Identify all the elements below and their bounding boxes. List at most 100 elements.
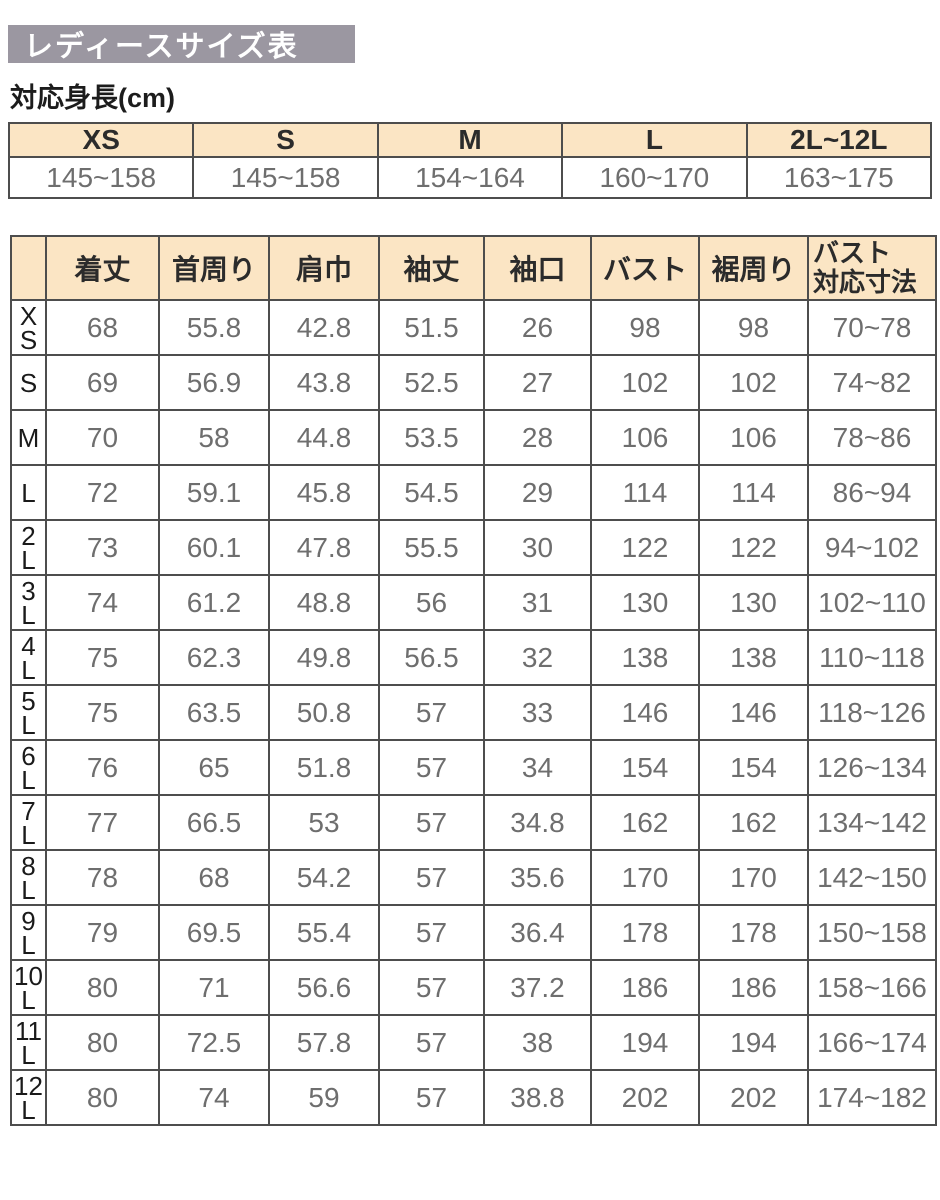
height-table-value-row: 145~158 145~158 154~164 160~170 163~175 (7, 156, 933, 199)
table-cell: 29 (483, 464, 592, 521)
table-cell: 53.5 (378, 409, 485, 466)
table-cell: 102 (590, 354, 700, 411)
table-cell: 36.4 (483, 904, 592, 961)
size-row-label: 11 L (10, 1014, 47, 1071)
table-cell: 74 (45, 574, 160, 631)
table-row: X S 68 55.8 42.8 51.5 26 98 98 70~78 (10, 299, 937, 356)
table-cell: 34.8 (483, 794, 592, 851)
table-cell: 30 (483, 519, 592, 576)
table-cell: 57 (378, 684, 485, 741)
height-table-label: 対応身長(cm) (10, 83, 176, 113)
table-row: 2 L 73 60.1 47.8 55.5 30 122 122 94~102 (10, 519, 937, 576)
height-value-cell: 145~158 (7, 156, 195, 199)
table-cell: 57 (378, 1014, 485, 1071)
table-cell: 55.4 (268, 904, 380, 961)
table-cell: 32 (483, 629, 592, 686)
table-cell: 65 (158, 739, 270, 796)
size-col-header: 着丈 (45, 235, 160, 301)
size-col-header: 肩巾 (268, 235, 380, 301)
table-cell: 59.1 (158, 464, 270, 521)
table-cell: 66.5 (158, 794, 270, 851)
size-row-label: 8 L (10, 849, 47, 906)
table-cell: 54.5 (378, 464, 485, 521)
table-cell: 77 (45, 794, 160, 851)
table-cell: 69.5 (158, 904, 270, 961)
table-cell: 26 (483, 299, 592, 356)
size-row-label: 5 L (10, 684, 47, 741)
table-cell: 75 (45, 629, 160, 686)
table-cell: 202 (698, 1069, 809, 1126)
table-row: 7 L 77 66.5 53 57 34.8 162 162 134~142 (10, 794, 937, 851)
table-cell: 42.8 (268, 299, 380, 356)
table-cell: 78~86 (807, 409, 937, 466)
size-col-header: バスト (590, 235, 700, 301)
table-cell: 68 (158, 849, 270, 906)
table-cell: 57 (378, 739, 485, 796)
table-cell: 86~94 (807, 464, 937, 521)
table-cell: 138 (590, 629, 700, 686)
table-row: S 69 56.9 43.8 52.5 27 102 102 74~82 (10, 354, 937, 411)
table-cell: 98 (590, 299, 700, 356)
table-row: M 70 58 44.8 53.5 28 106 106 78~86 (10, 409, 937, 466)
table-cell: 59 (268, 1069, 380, 1126)
size-row-label: S (10, 354, 47, 411)
size-row-label: X S (10, 299, 47, 356)
table-row: 10 L 80 71 56.6 57 37.2 186 186 158~166 (10, 959, 937, 1016)
table-cell: 154 (590, 739, 700, 796)
size-row-label: 4 L (10, 629, 47, 686)
table-row: L 72 59.1 45.8 54.5 29 114 114 86~94 (10, 464, 937, 521)
table-cell: 38.8 (483, 1069, 592, 1126)
size-row-label: M (10, 409, 47, 466)
table-cell: 47.8 (268, 519, 380, 576)
size-table-header-row: 着丈 首周り 肩巾 袖丈 袖口 バスト 裾周り バスト 対応寸法 (10, 235, 937, 301)
height-col-header: S (192, 122, 379, 158)
size-col-header: 袖口 (483, 235, 592, 301)
table-cell: 170 (698, 849, 809, 906)
table-cell: 102 (698, 354, 809, 411)
table-cell: 186 (590, 959, 700, 1016)
table-cell: 94~102 (807, 519, 937, 576)
table-cell: 27 (483, 354, 592, 411)
height-table: XS S M L 2L~12L 145~158 145~158 154~164 160~170… (7, 122, 933, 199)
table-cell: 106 (590, 409, 700, 466)
table-cell: 34 (483, 739, 592, 796)
table-cell: 51.5 (378, 299, 485, 356)
size-row-label: 7 L (10, 794, 47, 851)
table-cell: 56.5 (378, 629, 485, 686)
table-cell: 114 (698, 464, 809, 521)
table-cell: 69 (45, 354, 160, 411)
table-cell: 162 (698, 794, 809, 851)
table-row: 6 L 76 65 51.8 57 34 154 154 126~134 (10, 739, 937, 796)
height-value-cell: 160~170 (561, 156, 748, 199)
table-cell: 98 (698, 299, 809, 356)
table-cell: 146 (698, 684, 809, 741)
table-cell: 76 (45, 739, 160, 796)
size-col-header: バスト 対応寸法 (807, 235, 937, 301)
size-row-label: 6 L (10, 739, 47, 796)
table-cell: 60.1 (158, 519, 270, 576)
table-cell: 56.9 (158, 354, 270, 411)
table-cell: 33 (483, 684, 592, 741)
size-col-header: 首周り (158, 235, 270, 301)
height-table-header-row: XS S M L 2L~12L (7, 122, 933, 158)
page-title: レディースサイズ表 (8, 25, 355, 63)
height-col-header: 2L~12L (745, 122, 933, 158)
size-row-label: 9 L (10, 904, 47, 961)
table-cell: 57 (378, 959, 485, 1016)
table-cell: 43.8 (268, 354, 380, 411)
table-cell: 55.8 (158, 299, 270, 356)
table-cell: 130 (698, 574, 809, 631)
table-cell: 118~126 (807, 684, 937, 741)
table-cell: 166~174 (807, 1014, 937, 1071)
table-row: 3 L 74 61.2 48.8 56 31 130 130 102~110 (10, 574, 937, 631)
table-cell: 122 (698, 519, 809, 576)
table-cell: 62.3 (158, 629, 270, 686)
table-cell: 56 (378, 574, 485, 631)
table-cell: 51.8 (268, 739, 380, 796)
table-cell: 80 (45, 959, 160, 1016)
table-cell: 122 (590, 519, 700, 576)
height-value-cell: 163~175 (745, 156, 933, 199)
table-cell: 57.8 (268, 1014, 380, 1071)
table-cell: 53 (268, 794, 380, 851)
